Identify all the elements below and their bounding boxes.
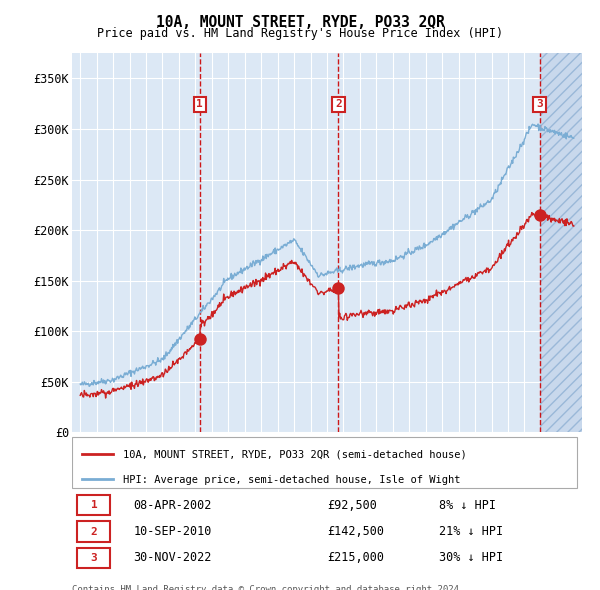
Text: 08-APR-2002: 08-APR-2002 xyxy=(133,499,212,512)
Text: £92,500: £92,500 xyxy=(327,499,377,512)
Bar xyxy=(539,53,600,432)
FancyBboxPatch shape xyxy=(77,495,110,516)
Text: 30-NOV-2022: 30-NOV-2022 xyxy=(133,551,212,564)
Text: 2: 2 xyxy=(91,526,97,536)
Text: 3: 3 xyxy=(91,553,97,563)
Text: 3: 3 xyxy=(536,99,543,109)
Text: £215,000: £215,000 xyxy=(327,551,384,564)
Text: £142,500: £142,500 xyxy=(327,525,384,538)
Text: 10A, MOUNT STREET, RYDE, PO33 2QR (semi-detached house): 10A, MOUNT STREET, RYDE, PO33 2QR (semi-… xyxy=(123,450,467,460)
Text: Price paid vs. HM Land Registry's House Price Index (HPI): Price paid vs. HM Land Registry's House … xyxy=(97,27,503,40)
Text: Contains HM Land Registry data © Crown copyright and database right 2024.: Contains HM Land Registry data © Crown c… xyxy=(72,585,464,590)
Text: 1: 1 xyxy=(196,99,203,109)
FancyBboxPatch shape xyxy=(77,548,110,568)
Text: 10-SEP-2010: 10-SEP-2010 xyxy=(133,525,212,538)
Text: 10A, MOUNT STREET, RYDE, PO33 2QR: 10A, MOUNT STREET, RYDE, PO33 2QR xyxy=(155,15,445,30)
FancyBboxPatch shape xyxy=(77,522,110,542)
Text: HPI: Average price, semi-detached house, Isle of Wight: HPI: Average price, semi-detached house,… xyxy=(123,475,461,485)
Text: 8% ↓ HPI: 8% ↓ HPI xyxy=(439,499,496,512)
FancyBboxPatch shape xyxy=(72,437,577,488)
Text: 1: 1 xyxy=(91,500,97,510)
Text: 2: 2 xyxy=(335,99,342,109)
Text: 30% ↓ HPI: 30% ↓ HPI xyxy=(439,551,503,564)
Text: 21% ↓ HPI: 21% ↓ HPI xyxy=(439,525,503,538)
